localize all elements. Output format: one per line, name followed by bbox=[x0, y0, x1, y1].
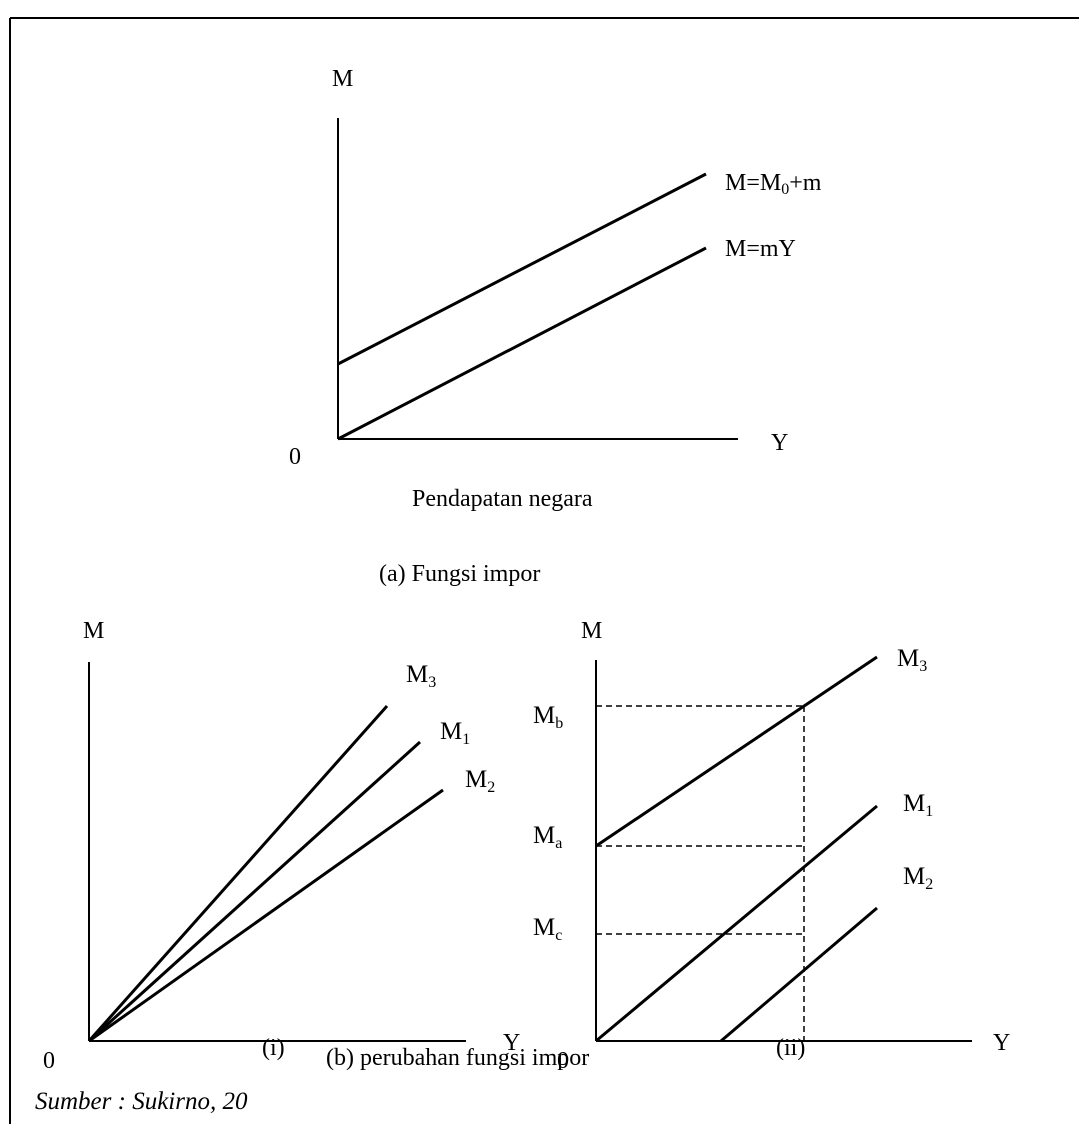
panel-b-ii-tick-mb-main: M bbox=[533, 702, 555, 729]
panel-b-ii-tick-mb: Mb bbox=[533, 702, 563, 732]
panel-b-ii-tick-mc-sub: c bbox=[555, 927, 562, 944]
panel-b-i-label-m1-main: M bbox=[440, 718, 462, 745]
panel-b-i-label-m2: M2 bbox=[465, 766, 495, 796]
panel-b-i-label-m1-sub: 1 bbox=[462, 731, 470, 748]
panel-b-ii-label-m1: M1 bbox=[903, 790, 933, 820]
panel-b-i: M 0 Y M3 M1 M2 (i) bbox=[43, 618, 520, 1074]
panel-b-ii-label-m2-main: M bbox=[903, 863, 925, 890]
panel-a-x-title: Pendapatan negara bbox=[412, 486, 593, 512]
panel-b-ii-label-m3-main: M bbox=[897, 645, 919, 672]
panel-b-ii-caption: (ii) bbox=[776, 1035, 805, 1061]
panel-a-line-upper-label: M=M0+m bbox=[725, 170, 822, 198]
panel-b-ii-line-m1 bbox=[595, 804, 878, 1043]
panel-b-i-label-m2-main: M bbox=[465, 766, 487, 793]
panel-b-ii-tick-mc-main: M bbox=[533, 914, 555, 941]
panel-b-ii-line-m3 bbox=[595, 655, 878, 848]
panel-b-i-label-m2-sub: 2 bbox=[487, 779, 495, 796]
panel-b-ii-tick-mc: Mc bbox=[533, 914, 562, 944]
panel-b-ii-tick-mb-sub: b bbox=[555, 715, 563, 732]
panel-b-ii-y-axis-label: M bbox=[581, 618, 602, 644]
panel-a-x-axis-label: Y bbox=[771, 430, 788, 456]
panel-b-ii-tick-ma-main: M bbox=[533, 822, 555, 849]
panel-b-ii-tick-ma: Ma bbox=[533, 822, 562, 852]
source-note: Sumber : Sukirno, 20 bbox=[35, 1088, 248, 1115]
panel-b-ii-origin-label: 0 bbox=[557, 1048, 569, 1074]
panel-a-line-lower bbox=[337, 246, 707, 441]
panel-b-i-caption: (i) bbox=[262, 1035, 285, 1061]
panel-b-caption: (b) perubahan fungsi impor bbox=[326, 1045, 589, 1071]
panel-b-ii-label-m1-main: M bbox=[903, 790, 925, 817]
panel-b-i-label-m3-main: M bbox=[406, 661, 428, 688]
panel-a-line-upper-label-main: M=M bbox=[725, 170, 781, 196]
panel-b-i-label-m1: M1 bbox=[440, 718, 470, 748]
panel-b-i-x-axis-label: Y bbox=[503, 1030, 520, 1056]
panel-b-i-label-m3-sub: 3 bbox=[428, 674, 436, 691]
panel-b-ii-line-m2 bbox=[720, 906, 878, 1043]
panel-b-i-origin-label: 0 bbox=[43, 1048, 55, 1074]
panel-a-line-lower-label: M=mY bbox=[725, 236, 796, 262]
panel-a-line-upper bbox=[337, 172, 707, 366]
panel-a-caption: (a) Fungsi impor bbox=[379, 561, 540, 587]
panel-a-y-axis-label: M bbox=[332, 66, 353, 92]
panel-b-ii-tick-ma-sub: a bbox=[555, 835, 562, 852]
panel-a-line-upper-label-sub: 0 bbox=[781, 181, 789, 198]
panel-a-line-upper-label-tail: +m bbox=[789, 170, 822, 196]
panel-b-ii-label-m3: M3 bbox=[897, 645, 927, 675]
panel-b-i-label-m3: M3 bbox=[406, 661, 436, 691]
panel-b-i-y-axis-label: M bbox=[83, 618, 104, 644]
panel-b-i-line-m1 bbox=[87, 740, 422, 1043]
panel-b-ii-label-m3-sub: 3 bbox=[919, 658, 927, 675]
panel-b-ii-x-axis-label: Y bbox=[993, 1030, 1010, 1056]
panel-b-ii-label-m2-sub: 2 bbox=[925, 876, 933, 893]
panel-b-ii-label-m2: M2 bbox=[903, 863, 933, 893]
panel-b-ii-label-m1-sub: 1 bbox=[925, 803, 933, 820]
panel-a-origin-label: 0 bbox=[289, 444, 301, 470]
panel-b-i-line-m2 bbox=[88, 788, 444, 1043]
panel-b-i-line-m3 bbox=[87, 705, 389, 1042]
panel-a: M 0 Y M=M0+m M=mY Pendapatan negara (a) … bbox=[289, 66, 822, 587]
